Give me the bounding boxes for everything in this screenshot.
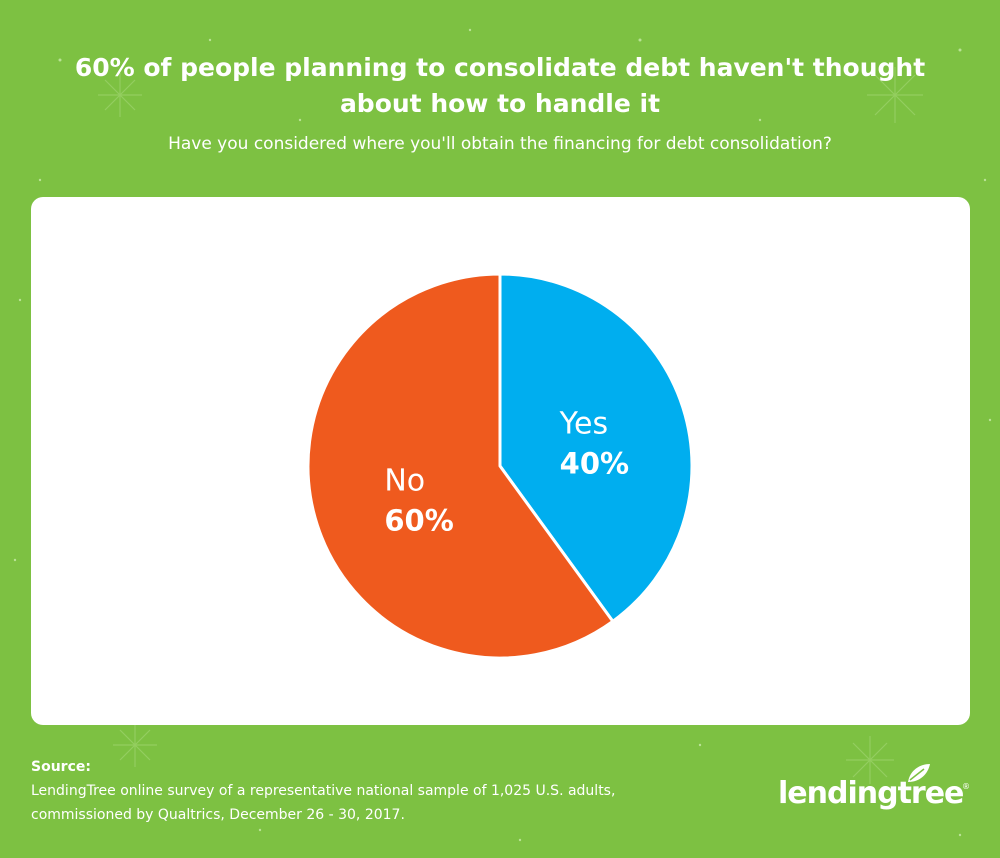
- tree-leaf-icon: [908, 764, 930, 782]
- pie-label-no: No: [384, 463, 425, 498]
- logo-registered-mark: ®: [962, 782, 970, 791]
- logo-wordmark: lendingtree: [778, 776, 964, 811]
- pie-slice-yes: [498, 272, 694, 623]
- chart-card: Yes 40% No 60%: [31, 197, 970, 725]
- pie-slice-no: [306, 272, 615, 660]
- chart-title: 60% of people planning to consolidate de…: [0, 50, 1000, 122]
- source-line-2: commissioned by Qualtrics, December 26 -…: [31, 807, 405, 823]
- lendingtree-logo: lendingtree ®: [778, 760, 970, 820]
- source-heading: Source:: [31, 759, 91, 775]
- chart-title-line-1: 60% of people planning to consolidate de…: [74, 53, 926, 82]
- chart-title-line-2: about how to handle it: [339, 89, 661, 118]
- source-note: Source: LendingTree online survey of a r…: [31, 755, 711, 827]
- pie-chart: Yes 40% No 60%: [306, 272, 694, 660]
- pie-value-no: 60%: [384, 503, 453, 537]
- chart-subtitle: Have you considered where you'll obtain …: [168, 134, 832, 154]
- pie-value-yes: 40%: [560, 447, 629, 481]
- pie-label-yes: Yes: [559, 407, 608, 442]
- source-line-1: LendingTree online survey of a represent…: [31, 783, 616, 799]
